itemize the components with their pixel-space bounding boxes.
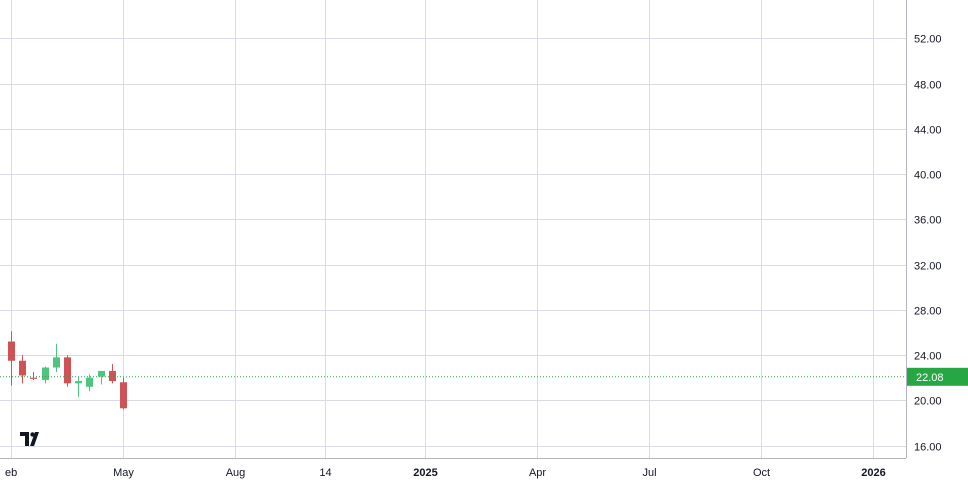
candle-body: [42, 367, 49, 380]
candle-down: [8, 331, 15, 386]
last-price-tag: 22.08: [907, 367, 968, 386]
candle-up: [42, 366, 49, 384]
x-tick-label: Apr: [529, 467, 546, 479]
y-tick-label: 24.00: [914, 351, 942, 363]
candle-body: [109, 370, 116, 382]
candles: [8, 331, 127, 410]
candle-body: [30, 377, 37, 379]
candle-down: [109, 364, 116, 384]
candle-up: [86, 374, 93, 392]
x-tick-label: 2025: [413, 467, 437, 479]
x-tick-label: 2026: [861, 467, 885, 479]
last-price-background: [907, 367, 968, 386]
candle-down: [30, 372, 37, 380]
candle-body: [53, 357, 60, 368]
y-tick-label: 32.00: [914, 261, 942, 273]
candle-body: [86, 377, 93, 387]
x-tick-label: eb: [5, 467, 17, 479]
x-tick-label: 14: [319, 467, 331, 479]
y-tick-label: 28.00: [914, 306, 942, 318]
price-axis[interactable]: 16.00 20.00 24.00 28.00 32.00 36.00 40.00 44.00…: [906, 0, 942, 458]
y-tick-label: 40.00: [914, 170, 942, 182]
x-tick-label: Oct: [753, 467, 770, 479]
y-tick-label: 20.00: [914, 396, 942, 408]
candle-down: [120, 377, 127, 410]
time-axis[interactable]: eb May Aug 14 2025 Apr Jul Oct 2026: [0, 458, 906, 480]
candle-up: [98, 370, 105, 385]
y-tick-label: 48.00: [914, 80, 942, 92]
y-tick-label: 36.00: [914, 215, 942, 227]
candle-body: [120, 382, 127, 409]
x-tick-label: May: [113, 467, 134, 479]
candle-body: [19, 360, 26, 376]
last-price-label: 22.08: [916, 372, 944, 384]
candle-up: [75, 376, 82, 397]
tradingview-logo-icon[interactable]: [20, 432, 40, 446]
candle-body: [8, 341, 15, 361]
y-tick-label: 52.00: [914, 34, 942, 46]
candle-down: [19, 355, 26, 384]
candle-body: [75, 381, 82, 384]
candle-body: [64, 357, 71, 384]
candle-body: [98, 370, 105, 377]
y-tick-label: 44.00: [914, 125, 942, 137]
x-tick-label: Jul: [642, 467, 656, 479]
y-tick-label: 16.00: [914, 442, 942, 454]
candle-up: [53, 343, 60, 373]
candle-down: [64, 355, 71, 387]
x-tick-label: Aug: [226, 467, 246, 479]
grid: [0, 0, 906, 458]
